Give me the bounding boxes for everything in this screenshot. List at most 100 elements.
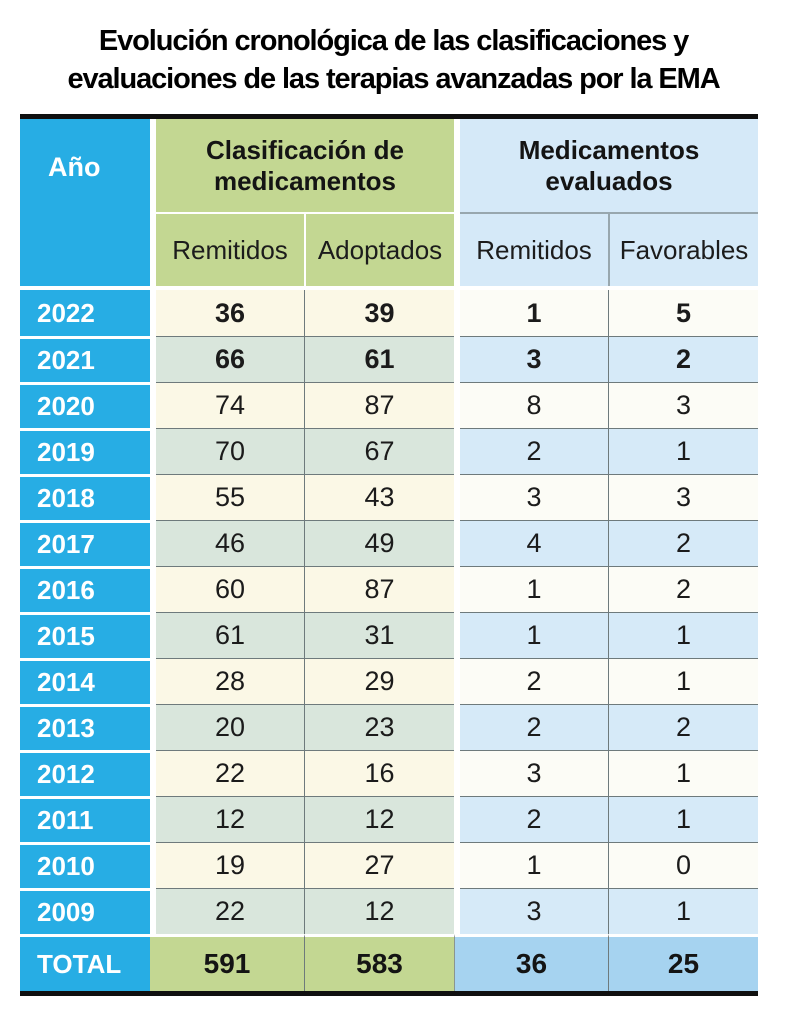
value-cell: 12 [156, 796, 304, 842]
value-cell: 2 [460, 658, 608, 704]
value-cell: 8 [460, 382, 608, 428]
value-cell: 27 [304, 842, 454, 888]
year-cell: 2011 [20, 796, 150, 842]
table-row: 2012 22 16 3 1 [20, 750, 758, 796]
value-cell: 16 [304, 750, 454, 796]
value-cell: 3 [608, 474, 758, 520]
value-cell: 4 [460, 520, 608, 566]
value-cell: 2 [608, 336, 758, 382]
table-row: 2016 60 87 1 2 [20, 566, 758, 612]
subheader-favorables: Favorables [608, 214, 758, 286]
year-cell: 2022 [20, 290, 150, 336]
value-cell: 1 [608, 612, 758, 658]
value-cell: 61 [156, 612, 304, 658]
value-cell: 70 [156, 428, 304, 474]
value-cell: 61 [304, 336, 454, 382]
classification-group-header: Clasificación de medicamentos Remitidos … [156, 119, 454, 286]
total-value-cell: 591 [150, 934, 304, 991]
value-cell: 1 [608, 750, 758, 796]
total-value-cell: 36 [454, 934, 608, 991]
year-cell: 2015 [20, 612, 150, 658]
subheader-adoptados: Adoptados [304, 214, 454, 286]
value-cell: 1 [608, 658, 758, 704]
value-cell: 12 [304, 888, 454, 934]
year-cell: 2016 [20, 566, 150, 612]
evaluated-group-label: Medicamentos evaluados [460, 119, 758, 214]
value-cell: 2 [460, 796, 608, 842]
value-cell: 22 [156, 888, 304, 934]
value-cell: 46 [156, 520, 304, 566]
year-cell: 2019 [20, 428, 150, 474]
value-cell: 87 [304, 566, 454, 612]
table-row: 2022 36 39 1 5 [20, 290, 758, 336]
year-cell: 2009 [20, 888, 150, 934]
value-cell: 2 [608, 566, 758, 612]
value-cell: 22 [156, 750, 304, 796]
table-row: 2009 22 12 3 1 [20, 888, 758, 934]
value-cell: 23 [304, 704, 454, 750]
table-row: 2017 46 49 4 2 [20, 520, 758, 566]
table-row: 2011 12 12 2 1 [20, 796, 758, 842]
year-label: 2020 [37, 391, 95, 421]
value-cell: 49 [304, 520, 454, 566]
year-label: 2011 [37, 805, 94, 835]
year-cell: 2013 [20, 704, 150, 750]
evaluated-subheaders: Remitidos Favorables [460, 214, 758, 286]
year-label: 2014 [37, 667, 95, 697]
value-cell: 2 [608, 704, 758, 750]
value-cell: 3 [460, 888, 608, 934]
year-cell: 2021 [20, 336, 150, 382]
value-cell: 12 [304, 796, 454, 842]
value-cell: 2 [608, 520, 758, 566]
table-body: 2022 36 39 1 5 2021 66 61 3 2 2020 74 87… [20, 290, 758, 934]
value-cell: 87 [304, 382, 454, 428]
value-cell: 1 [460, 612, 608, 658]
value-cell: 0 [608, 842, 758, 888]
value-cell: 1 [608, 796, 758, 842]
year-header-label: Año [48, 152, 101, 182]
header-body-gap [20, 286, 758, 290]
year-cell: 2014 [20, 658, 150, 704]
year-label: 2022 [37, 297, 95, 328]
year-cell: 2012 [20, 750, 150, 796]
table-row: 2021 66 61 3 2 [20, 336, 758, 382]
data-table: Año Clasificación de medicamentos Remiti… [20, 114, 758, 996]
value-cell: 1 [460, 842, 608, 888]
table-row: 2018 55 43 3 3 [20, 474, 758, 520]
value-cell: 39 [304, 290, 454, 336]
year-label: 2018 [37, 483, 95, 513]
year-label: 2010 [37, 851, 95, 881]
value-cell: 2 [460, 428, 608, 474]
year-label: 2012 [37, 759, 95, 789]
table-row: 2013 20 23 2 2 [20, 704, 758, 750]
table-row: 2015 61 31 1 1 [20, 612, 758, 658]
total-value-cell: 25 [608, 934, 758, 991]
value-cell: 36 [156, 290, 304, 336]
value-cell: 31 [304, 612, 454, 658]
page-title-line-1: Evolución cronológica de las clasificaci… [98, 25, 689, 57]
value-cell: 3 [460, 750, 608, 796]
table-row: 2019 70 67 2 1 [20, 428, 758, 474]
table-row: 2010 19 27 1 0 [20, 842, 758, 888]
classification-group-label: Clasificación de medicamentos [156, 119, 454, 214]
year-label: 2015 [37, 621, 95, 651]
page-title-line-2: evaluaciones de las terapias avanzadas p… [67, 63, 720, 95]
value-cell: 2 [460, 704, 608, 750]
year-label: 2016 [37, 575, 95, 605]
table-row: 2020 74 87 8 3 [20, 382, 758, 428]
table-header: Año Clasificación de medicamentos Remiti… [20, 119, 758, 286]
value-cell: 5 [608, 290, 758, 336]
year-cell: 2018 [20, 474, 150, 520]
value-cell: 1 [460, 290, 608, 336]
value-cell: 20 [156, 704, 304, 750]
value-cell: 60 [156, 566, 304, 612]
value-cell: 1 [608, 888, 758, 934]
subheader-remitidos-evaluated: Remitidos [460, 214, 608, 286]
total-label: TOTAL [37, 948, 122, 979]
value-cell: 67 [304, 428, 454, 474]
year-cell: 2020 [20, 382, 150, 428]
subheader-remitidos-classification: Remitidos [156, 214, 304, 286]
year-cell: 2017 [20, 520, 150, 566]
total-row: TOTAL 591 583 36 25 [20, 934, 758, 991]
